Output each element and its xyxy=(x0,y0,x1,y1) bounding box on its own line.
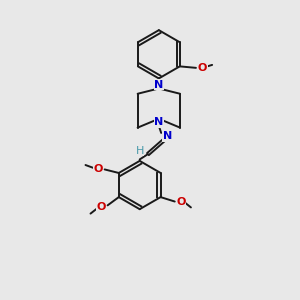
Text: O: O xyxy=(176,196,186,206)
Text: O: O xyxy=(96,202,106,212)
Text: N: N xyxy=(154,117,164,127)
Text: N: N xyxy=(154,80,164,90)
Text: N: N xyxy=(163,131,172,142)
Text: H: H xyxy=(136,146,144,156)
Text: O: O xyxy=(198,63,207,73)
Text: O: O xyxy=(94,164,103,174)
